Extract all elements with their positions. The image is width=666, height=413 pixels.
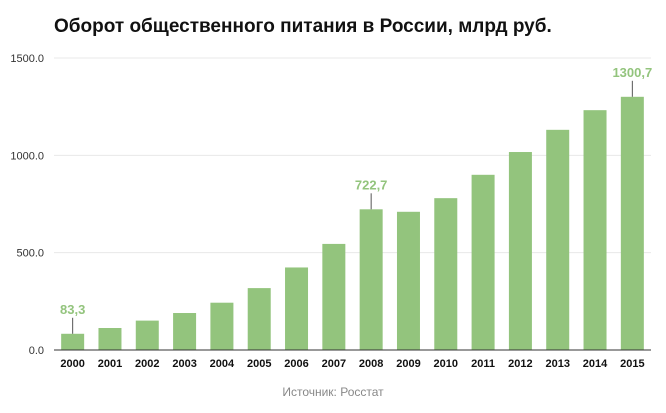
bar-2007	[322, 243, 346, 350]
x-tick-label: 2007	[322, 358, 346, 370]
y-tick-label: 500.0	[16, 248, 44, 260]
data-label: 1300,7	[612, 65, 652, 80]
data-label: 722,7	[355, 177, 388, 192]
bar-2011	[471, 174, 495, 350]
source-note: Источник: Росстат	[282, 385, 384, 399]
y-tick-label: 1000.0	[10, 150, 44, 162]
bar-2005	[247, 288, 271, 350]
x-tick-label: 2011	[471, 358, 495, 370]
x-tick-label: 2013	[545, 358, 569, 370]
bar-2015	[620, 96, 644, 350]
data-label: 83,3	[60, 302, 85, 317]
bar-2000	[61, 333, 85, 350]
x-tick-label: 2005	[247, 358, 271, 370]
bar-2014	[583, 110, 607, 350]
bar-2003	[173, 313, 197, 350]
chart-title: Оборот общественного питания в России, м…	[54, 16, 552, 37]
x-tick-label: 2004	[210, 358, 235, 370]
bar-2012	[508, 152, 532, 350]
x-tick-label: 2015	[620, 358, 644, 370]
x-tick-label: 2002	[135, 358, 159, 370]
bar-2010	[434, 198, 458, 350]
x-tick-label: 2001	[98, 358, 122, 370]
bar-2004	[210, 302, 234, 350]
x-tick-label: 2003	[172, 358, 196, 370]
x-tick-label: 2006	[284, 358, 308, 370]
bar-2009	[396, 211, 420, 350]
y-tick-label: 1500.0	[10, 53, 44, 65]
x-tick-label: 2009	[396, 358, 420, 370]
x-tick-label: 2008	[359, 358, 383, 370]
bar-2002	[135, 320, 159, 350]
bar-2001	[98, 328, 122, 350]
x-tick-label: 2012	[508, 358, 532, 370]
y-tick-label: 0.0	[29, 345, 44, 357]
bar-2006	[285, 267, 309, 350]
bar-2013	[546, 129, 570, 350]
x-tick-label: 2000	[60, 358, 84, 370]
x-tick-label: 2010	[434, 358, 458, 370]
x-tick-label: 2014	[583, 358, 608, 370]
bar-2008	[359, 209, 383, 350]
